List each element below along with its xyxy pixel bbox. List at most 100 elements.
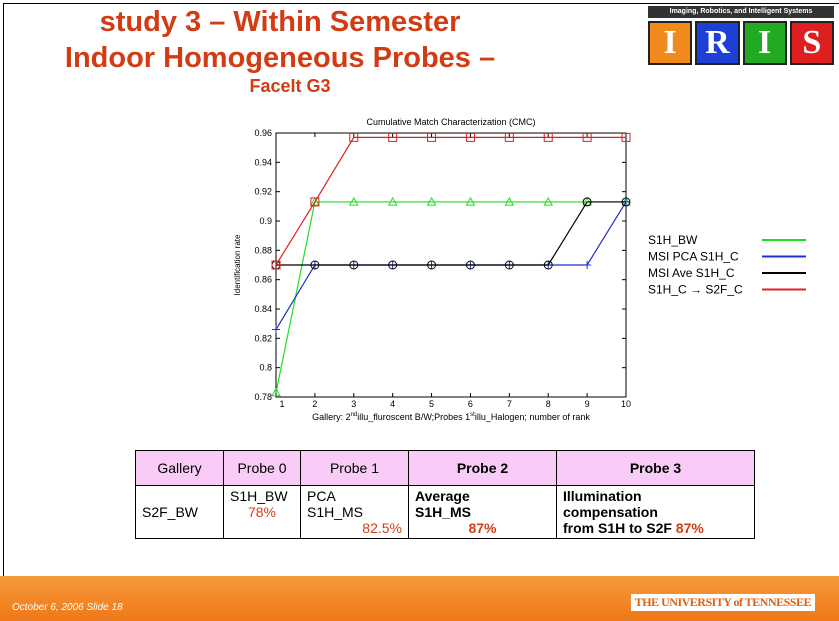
marker [582,132,592,142]
cell-text: Average [415,488,470,504]
table-cell: S2F_BW [135,485,224,539]
marker [388,260,398,270]
table-cell: Illumination compensation from S1H to S2F … [556,485,755,539]
cell-text: compensation [563,504,658,520]
y-axis-label: Identification rate [233,234,242,295]
marker [348,196,359,206]
legend-label: S1H_BW [648,233,698,247]
marker [349,260,359,270]
cell-percent: 87% [468,520,497,536]
table-header: Probe 2 [408,450,557,486]
marker [504,260,514,270]
table-header: Gallery [135,450,224,486]
marker [271,387,281,397]
cell-percent: 78% [247,504,277,520]
footer-bar: October 6, 2006 Slide 18 THE UNIVERSITY … [0,576,839,621]
series-line [276,201,626,266]
marker [543,260,553,270]
x-axis-label-part: nd [351,412,358,418]
x-tick-label: 2 [312,399,317,409]
table-header: Probe 1 [300,450,409,486]
x-axis-label: Gallery: 2ndillu_fluroscent B/W;Probes 1… [312,412,590,422]
marker [349,132,359,142]
x-tick-label: 9 [585,399,590,409]
x-tick-label: 5 [429,399,434,409]
marker [621,132,631,142]
marker [271,260,281,270]
legend-label: S1H_C → S2F_C [648,283,743,297]
cell-text: S1H_BW [230,488,288,504]
marker [543,132,553,142]
cell-text: S2F_BW [142,504,199,520]
marker [388,132,398,142]
marker [310,196,320,206]
series-line [275,136,626,266]
marker [310,260,320,270]
marker [621,197,631,207]
x-axis-label-part: illu_fluroscent B/W;Probes 1 [357,412,470,422]
marker [387,196,398,206]
x-axis-label-part: st [470,412,475,418]
y-tick-label: 0.96 [254,128,272,138]
x-tick-label: 8 [546,399,551,409]
cell-text: S1H_MS [307,504,364,520]
marker [465,196,476,206]
marker [427,132,437,142]
frame-top [3,3,839,4]
y-tick-label: 0.92 [254,187,272,197]
marker [504,132,514,142]
slide-subtitle: FaceIt G3 [249,76,331,96]
marker [426,196,437,206]
table-header: Probe 0 [223,450,301,486]
footer-date: October 6, 2006 Slide 18 [12,602,123,613]
marker [543,196,554,206]
cell-text: PCA [307,488,336,504]
logo-letter: I [648,21,693,65]
x-tick-label: 10 [621,399,631,409]
marker [465,132,475,142]
series-line [275,201,626,393]
y-tick-label: 0.84 [254,304,272,314]
marker [310,197,320,207]
table-cell: PCA S1H_MS 82.5% [300,485,409,539]
chart-title: Cumulative Match Characterization (CMC) [366,117,535,127]
x-axis-label-part: Gallery: 2 [312,412,351,422]
results-table: Gallery Probe 0 Probe 1 Probe 2 Probe 3 … [135,450,755,539]
logo: Imaging, Robotics, and Intelligent Syste… [648,6,834,65]
frame-left [3,3,4,578]
y-tick-label: 0.86 [254,275,272,285]
x-tick-label: 3 [351,399,356,409]
y-tick-label: 0.82 [254,333,272,343]
cell-text: S1H_MS [415,504,472,520]
y-tick-label: 0.88 [254,245,272,255]
marker [583,261,592,269]
y-tick-label: 0.8 [259,363,272,373]
x-tick-label: 1 [279,399,284,409]
table-cell: S1H_BW 78% [223,485,301,539]
cell-percent: 82.5% [362,520,402,536]
y-tick-label: 0.94 [254,157,272,167]
table-header: Probe 3 [556,450,755,486]
x-axis-label-part: illu_Halogen; number of rank [475,412,591,422]
marker [582,197,592,207]
logo-caption: Imaging, Robotics, and Intelligent Syste… [648,6,834,18]
y-tick-label: 0.78 [254,392,272,402]
logo-letter: S [789,21,834,65]
x-tick-label: 6 [468,399,473,409]
y-tick-label: 0.9 [259,216,272,226]
marker [504,196,515,206]
cell-percent: 87% [675,520,704,536]
slide-title: study 3 – Within Semester [99,6,461,38]
chart: Cumulative Match Characterization (CMC) 0… [233,117,806,422]
marker [465,260,475,270]
x-tick-label: 4 [390,399,395,409]
cell-text: from S1H to S2F 87% [563,520,704,536]
marker [272,325,280,334]
cell-text: Illumination [563,488,642,504]
legend-label: MSI Ave S1H_C [648,266,735,280]
legend-label: MSI PCA S1H_C [648,250,739,264]
table-cell: Average S1H_MS 87% [408,485,557,539]
logo-letter: I [742,21,787,65]
x-tick-label: 7 [507,399,512,409]
